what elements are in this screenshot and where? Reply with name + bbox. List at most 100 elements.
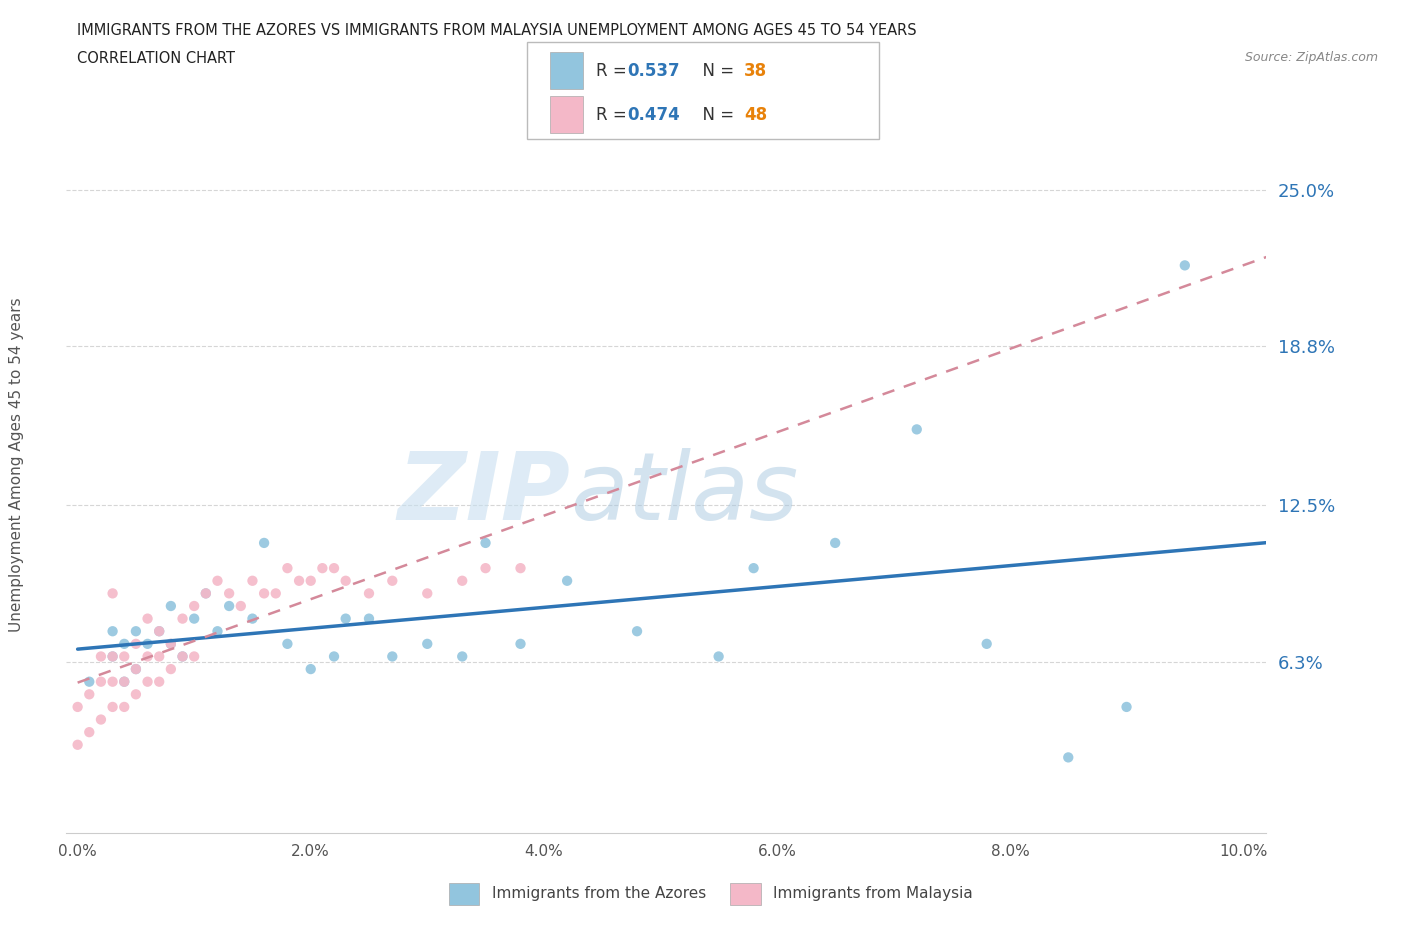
Point bbox=[101, 674, 124, 689]
Text: R =: R = bbox=[596, 62, 633, 80]
Point bbox=[253, 586, 276, 601]
Point bbox=[276, 636, 298, 651]
Point bbox=[207, 624, 229, 639]
Text: Unemployment Among Ages 45 to 54 years: Unemployment Among Ages 45 to 54 years bbox=[10, 298, 24, 632]
Point bbox=[160, 599, 183, 614]
Point bbox=[229, 599, 252, 614]
Point bbox=[311, 561, 333, 576]
Point bbox=[416, 586, 439, 601]
Point bbox=[242, 573, 264, 588]
Point bbox=[1115, 699, 1137, 714]
Point bbox=[381, 649, 404, 664]
Text: atlas: atlas bbox=[571, 448, 799, 539]
Text: 48: 48 bbox=[744, 106, 766, 125]
Text: CORRELATION CHART: CORRELATION CHART bbox=[77, 51, 235, 66]
Point bbox=[742, 561, 765, 576]
Point bbox=[474, 536, 496, 551]
Point bbox=[509, 636, 531, 651]
Point bbox=[824, 536, 846, 551]
Point bbox=[160, 636, 183, 651]
Point bbox=[66, 699, 89, 714]
Point bbox=[79, 674, 101, 689]
Point bbox=[90, 674, 112, 689]
Point bbox=[125, 661, 148, 676]
Point bbox=[626, 624, 648, 639]
Point bbox=[288, 573, 311, 588]
Point bbox=[299, 661, 322, 676]
Point bbox=[160, 636, 183, 651]
Point bbox=[90, 649, 112, 664]
Point bbox=[183, 611, 205, 626]
Point bbox=[242, 611, 264, 626]
Point bbox=[451, 573, 474, 588]
Point bbox=[101, 624, 124, 639]
Text: 0.474: 0.474 bbox=[627, 106, 681, 125]
Point bbox=[101, 649, 124, 664]
Text: Immigrants from the Azores: Immigrants from the Azores bbox=[492, 886, 706, 901]
Point bbox=[90, 712, 112, 727]
Point bbox=[79, 687, 101, 702]
Point bbox=[253, 536, 276, 551]
Point bbox=[323, 649, 346, 664]
Point bbox=[172, 649, 194, 664]
Text: R =: R = bbox=[596, 106, 633, 125]
Point bbox=[112, 699, 135, 714]
Point bbox=[172, 611, 194, 626]
Text: 0.537: 0.537 bbox=[627, 62, 679, 80]
Point bbox=[101, 586, 124, 601]
Point bbox=[381, 573, 404, 588]
Point bbox=[125, 687, 148, 702]
Point bbox=[299, 573, 322, 588]
Point bbox=[183, 599, 205, 614]
Point bbox=[905, 422, 928, 437]
Point bbox=[451, 649, 474, 664]
Point bbox=[125, 624, 148, 639]
Point bbox=[136, 674, 159, 689]
Point bbox=[148, 649, 170, 664]
Point bbox=[112, 674, 135, 689]
Point bbox=[148, 624, 170, 639]
Text: ZIP: ZIP bbox=[398, 448, 571, 540]
Point bbox=[136, 611, 159, 626]
Point bbox=[357, 586, 380, 601]
Point bbox=[335, 573, 357, 588]
Point bbox=[218, 599, 240, 614]
Point bbox=[555, 573, 578, 588]
Point bbox=[194, 586, 217, 601]
Text: Source: ZipAtlas.com: Source: ZipAtlas.com bbox=[1244, 51, 1378, 64]
Point bbox=[160, 661, 183, 676]
Point bbox=[101, 649, 124, 664]
Point bbox=[357, 611, 380, 626]
Point bbox=[66, 737, 89, 752]
Point bbox=[707, 649, 730, 664]
Point bbox=[509, 561, 531, 576]
Text: Immigrants from Malaysia: Immigrants from Malaysia bbox=[773, 886, 973, 901]
Point bbox=[194, 586, 217, 601]
Point bbox=[112, 649, 135, 664]
Point bbox=[1057, 750, 1080, 764]
Point bbox=[136, 636, 159, 651]
Point bbox=[207, 573, 229, 588]
Text: N =: N = bbox=[692, 62, 740, 80]
Point bbox=[1174, 258, 1197, 272]
Point bbox=[79, 724, 101, 739]
Point bbox=[323, 561, 346, 576]
Point bbox=[148, 674, 170, 689]
Point bbox=[112, 636, 135, 651]
Point bbox=[218, 586, 240, 601]
Point bbox=[148, 624, 170, 639]
Point bbox=[264, 586, 287, 601]
Point bbox=[416, 636, 439, 651]
Point bbox=[474, 561, 496, 576]
Point bbox=[183, 649, 205, 664]
Point bbox=[101, 699, 124, 714]
Text: 38: 38 bbox=[744, 62, 766, 80]
Point bbox=[335, 611, 357, 626]
Point bbox=[125, 661, 148, 676]
Point bbox=[125, 636, 148, 651]
Point bbox=[136, 649, 159, 664]
Text: IMMIGRANTS FROM THE AZORES VS IMMIGRANTS FROM MALAYSIA UNEMPLOYMENT AMONG AGES 4: IMMIGRANTS FROM THE AZORES VS IMMIGRANTS… bbox=[77, 23, 917, 38]
Point bbox=[112, 674, 135, 689]
Point bbox=[976, 636, 998, 651]
Point bbox=[172, 649, 194, 664]
